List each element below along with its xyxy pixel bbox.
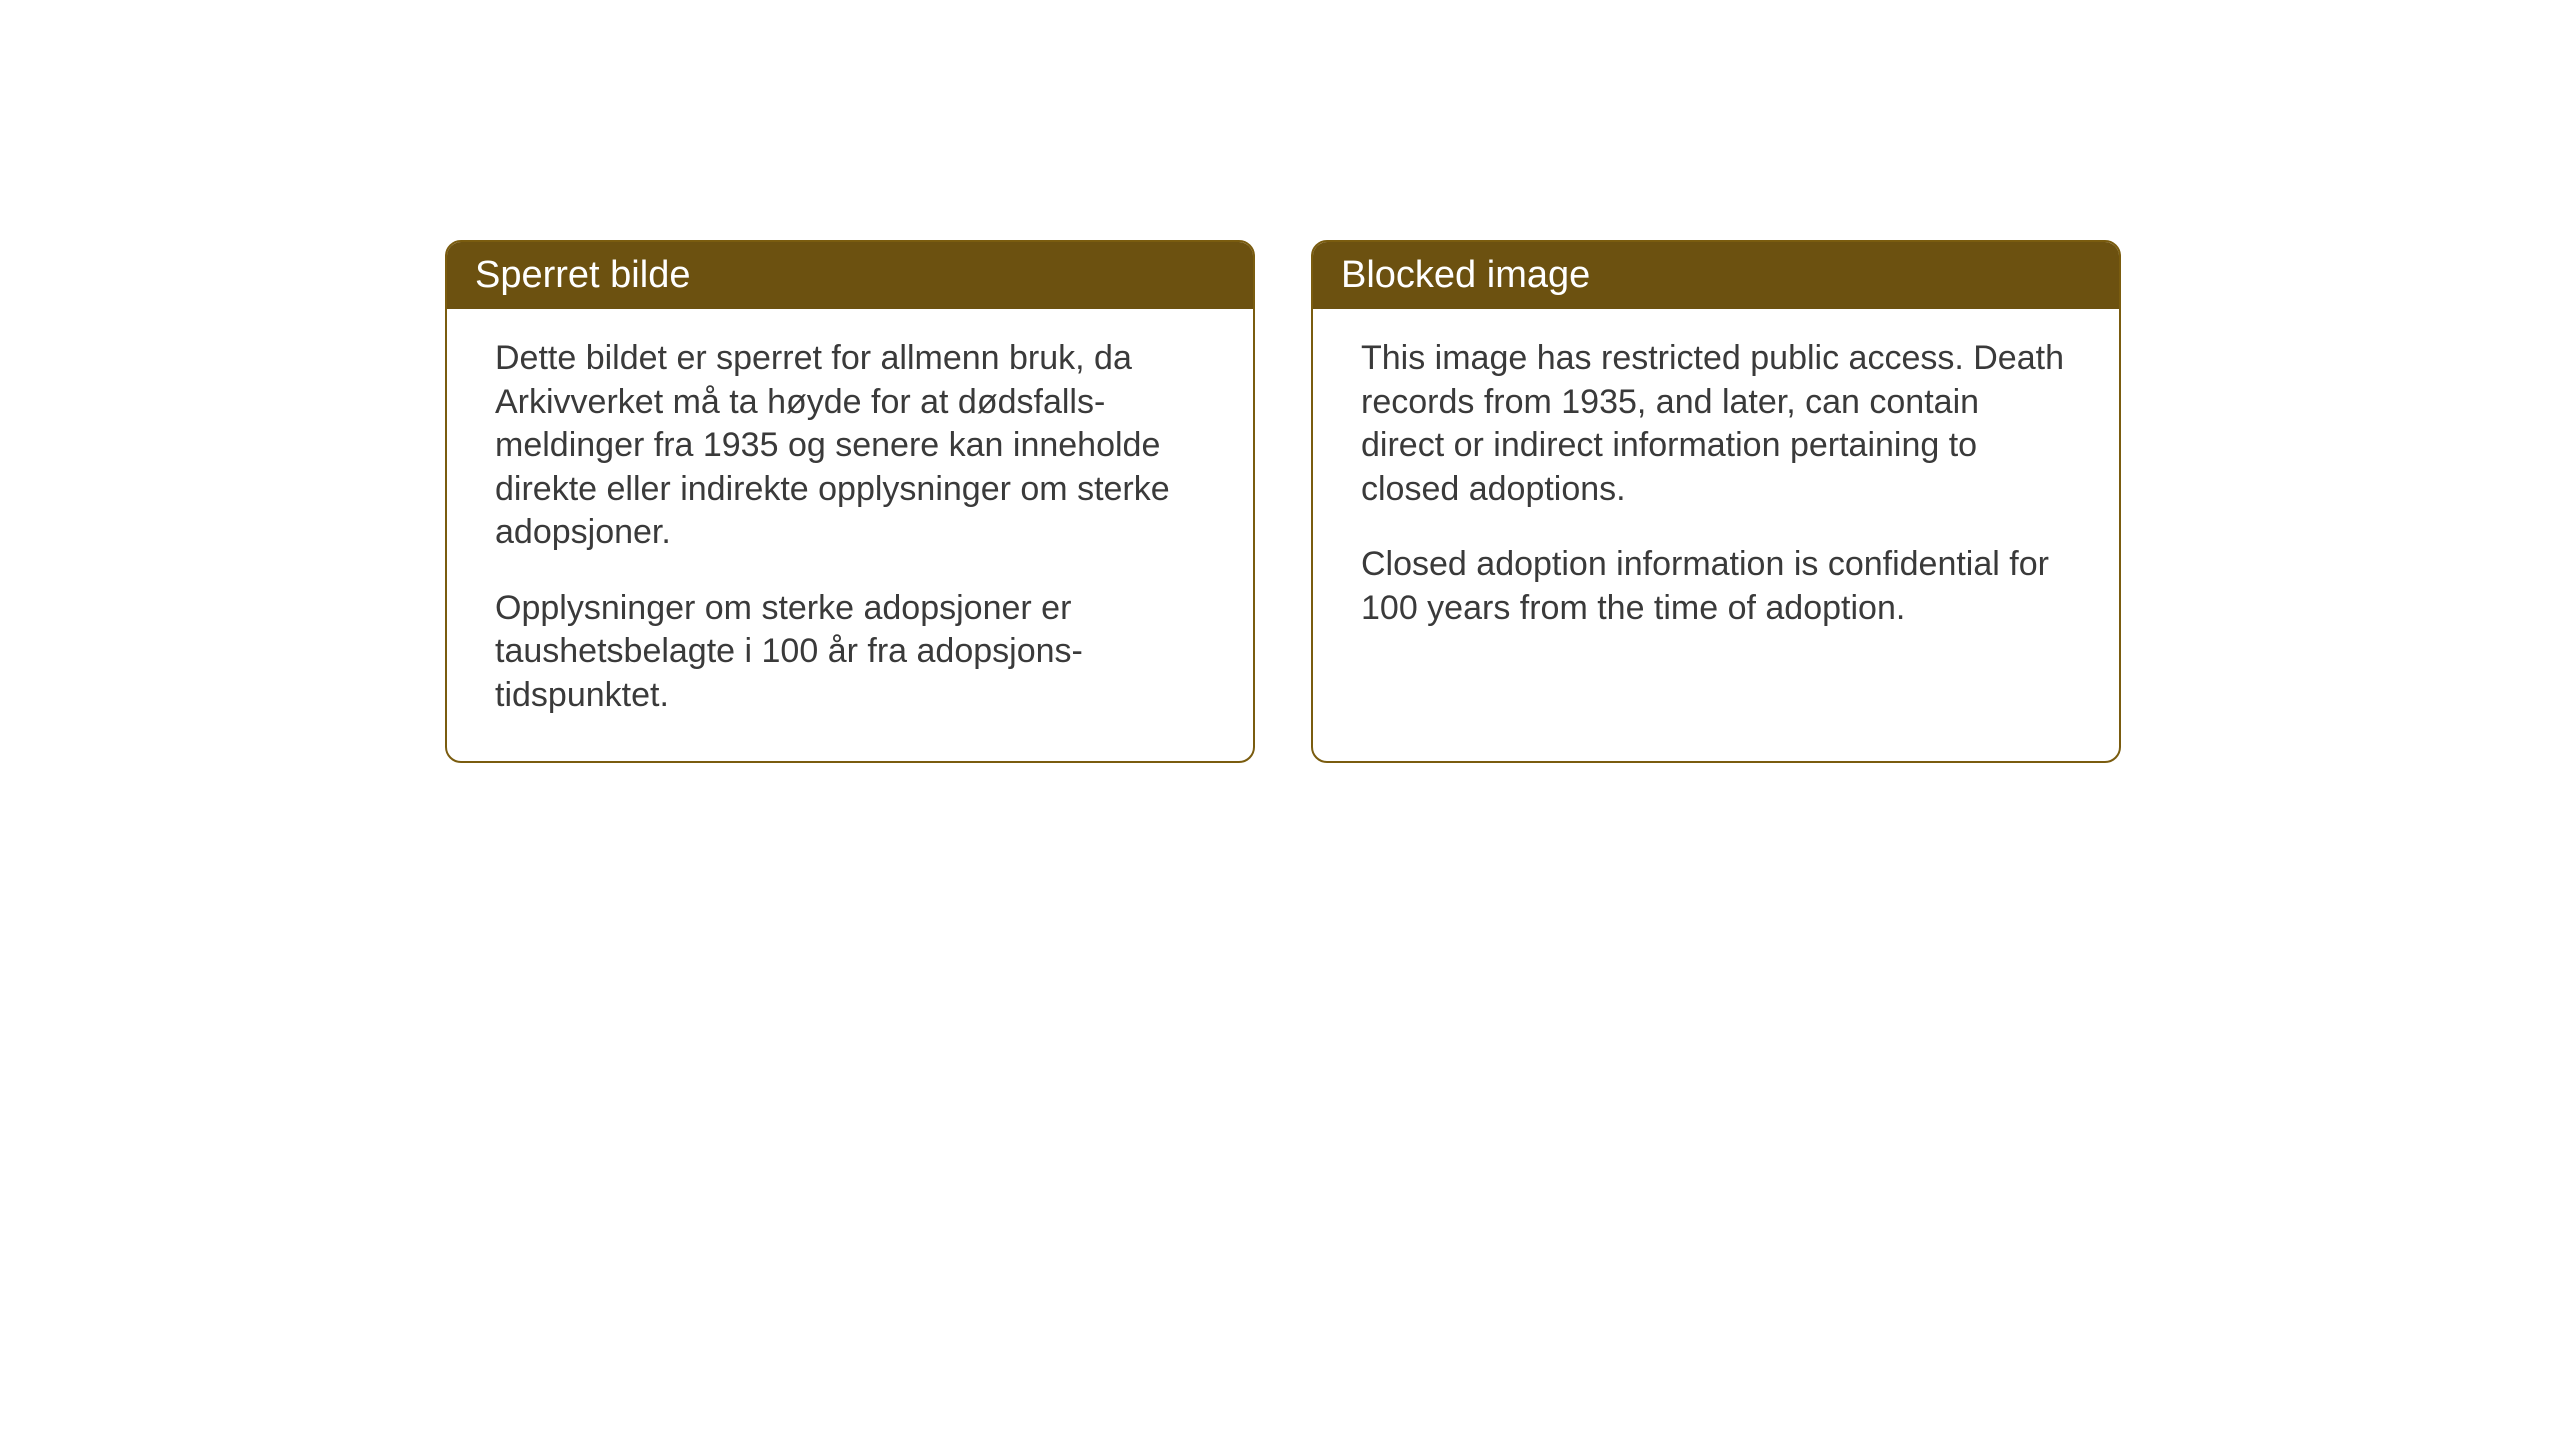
notice-cards-container: Sperret bilde Dette bildet er sperret fo… xyxy=(445,240,2121,763)
card-header-english: Blocked image xyxy=(1313,242,2119,309)
card-title: Sperret bilde xyxy=(475,254,690,296)
notice-card-english: Blocked image This image has restricted … xyxy=(1311,240,2121,763)
card-body-english: This image has restricted public access.… xyxy=(1313,309,2119,674)
notice-card-norwegian: Sperret bilde Dette bildet er sperret fo… xyxy=(445,240,1255,763)
card-title: Blocked image xyxy=(1341,254,1590,296)
card-paragraph: This image has restricted public access.… xyxy=(1361,337,2071,511)
card-body-norwegian: Dette bildet er sperret for allmenn bruk… xyxy=(447,309,1253,761)
card-paragraph: Closed adoption information is confident… xyxy=(1361,543,2071,630)
card-paragraph: Opplysninger om sterke adopsjoner er tau… xyxy=(495,587,1205,718)
card-paragraph: Dette bildet er sperret for allmenn bruk… xyxy=(495,337,1205,555)
card-header-norwegian: Sperret bilde xyxy=(447,242,1253,309)
